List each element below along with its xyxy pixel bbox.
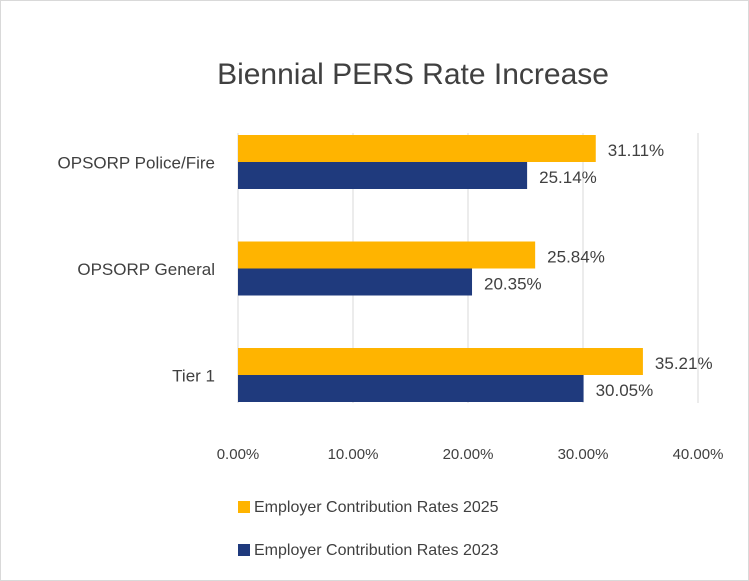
bar [238,375,584,402]
data-label: 25.84% [547,247,605,266]
y-tick-label: OPSORP General [77,260,215,279]
data-label: 35.21% [655,354,713,373]
y-tick-label: Tier 1 [172,366,215,385]
legend-label: Employer Contribution Rates 2023 [254,542,499,559]
x-tick-label: 20.00% [443,446,494,463]
data-label: 20.35% [484,274,542,293]
y-tick-label: OPSORP Police/Fire [58,153,215,172]
bar [238,268,473,296]
bar [238,241,536,269]
x-tick-label: 10.00% [328,446,379,463]
legend-swatch [238,501,250,513]
bar [238,135,596,162]
legend-label: Employer Contribution Rates 2025 [254,499,499,516]
x-tick-label: 30.00% [558,446,609,463]
x-tick-label: 40.00% [673,446,724,463]
data-label: 25.14% [539,168,597,187]
x-tick-label: 0.00% [217,446,260,463]
bar [238,162,528,189]
data-label: 30.05% [596,381,654,400]
bar [238,348,643,375]
chart-title: Biennial PERS Rate Increase [217,58,609,91]
data-label: 31.11% [608,141,664,160]
legend-swatch [238,544,250,556]
